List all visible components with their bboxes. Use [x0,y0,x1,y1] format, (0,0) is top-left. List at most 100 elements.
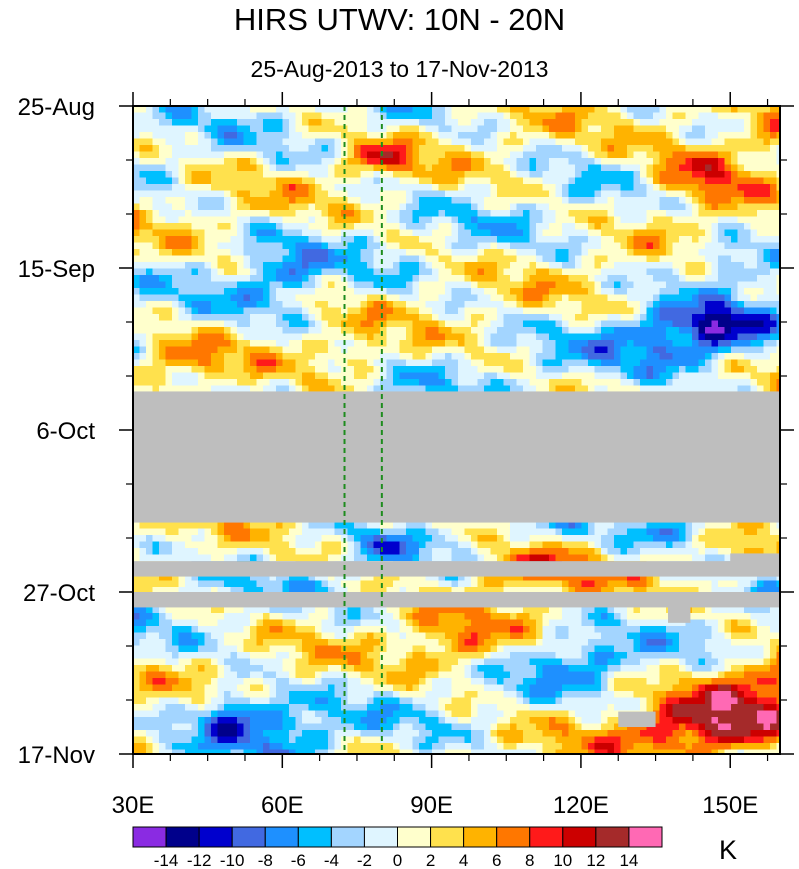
field-cell [471,190,479,198]
field-cell [354,203,362,211]
field-cell [659,353,667,361]
field-cell [627,119,635,127]
field-cell [269,112,277,120]
field-cell [614,346,622,354]
field-cell [237,184,245,192]
field-cell [445,106,453,114]
field-cell [497,372,505,380]
field-cell [776,346,780,354]
field-cell [640,112,648,120]
field-cell [659,106,667,114]
field-cell [672,281,680,289]
field-cell [217,320,225,328]
field-cell [256,203,264,211]
field-cell [133,249,141,257]
field-cell [477,327,485,335]
field-cell [425,190,433,198]
field-cell [646,197,654,205]
field-cell [399,171,407,179]
field-cell [308,268,316,276]
field-cell [627,184,635,192]
field-cell [458,301,466,309]
field-cell [705,106,713,114]
field-cell [328,229,336,237]
field-cell [412,119,420,127]
field-cell [685,106,693,114]
field-cell [490,197,498,205]
field-cell [653,268,661,276]
field-cell [523,229,531,237]
field-cell [133,268,141,276]
field-cell [380,281,388,289]
field-cell [217,353,225,361]
field-cell [172,379,180,387]
field-cell [711,294,719,302]
field-cell [484,307,492,315]
field-cell [230,177,238,185]
field-cell [191,359,199,367]
field-cell [607,177,615,185]
field-cell [737,164,745,172]
field-cell [146,223,154,231]
field-cell [529,106,537,114]
field-cell [575,210,583,218]
field-cell [698,138,706,146]
field-cell [581,366,589,374]
field-cell [328,210,336,218]
field-cell [178,210,186,218]
field-cell [458,197,466,205]
field-cell [666,190,674,198]
field-cell [224,171,232,179]
field-cell [321,340,329,348]
field-cell [224,203,232,211]
field-cell [666,223,674,231]
field-cell [243,210,251,218]
field-cell [744,158,752,166]
field-cell [425,197,433,205]
field-cell [237,268,245,276]
field-cell [445,203,453,211]
field-cell [367,301,375,309]
field-cell [620,281,628,289]
field-cell [685,346,693,354]
field-cell [588,210,596,218]
field-cell [679,236,687,244]
field-cell [653,119,661,127]
field-cell [672,255,680,263]
field-cell [282,132,290,140]
field-cell [399,314,407,322]
field-cell [289,268,297,276]
field-cell [373,281,381,289]
field-cell [542,340,550,348]
field-cell [256,372,264,380]
field-cell [711,385,719,393]
field-cell [607,223,615,231]
field-cell [763,164,771,172]
field-cell [328,327,336,335]
field-cell [770,158,778,166]
field-cell [555,249,563,257]
field-cell [614,158,622,166]
field-cell [516,138,524,146]
field-cell [341,281,349,289]
field-cell [659,125,667,133]
field-cell [204,132,212,140]
field-cell [627,275,635,283]
field-cell [718,288,726,296]
field-cell [503,385,511,393]
field-cell [607,281,615,289]
field-cell [334,372,342,380]
field-cell [464,353,472,361]
field-cell [334,223,342,231]
field-cell [438,242,446,250]
field-cell [347,340,355,348]
field-cell [614,359,622,367]
field-cell [464,255,472,263]
field-cell [334,151,342,159]
field-cell [503,249,511,257]
field-cell [230,359,238,367]
field-cell [419,288,427,296]
field-cell [198,210,206,218]
field-cell [354,268,362,276]
field-cell [607,268,615,276]
